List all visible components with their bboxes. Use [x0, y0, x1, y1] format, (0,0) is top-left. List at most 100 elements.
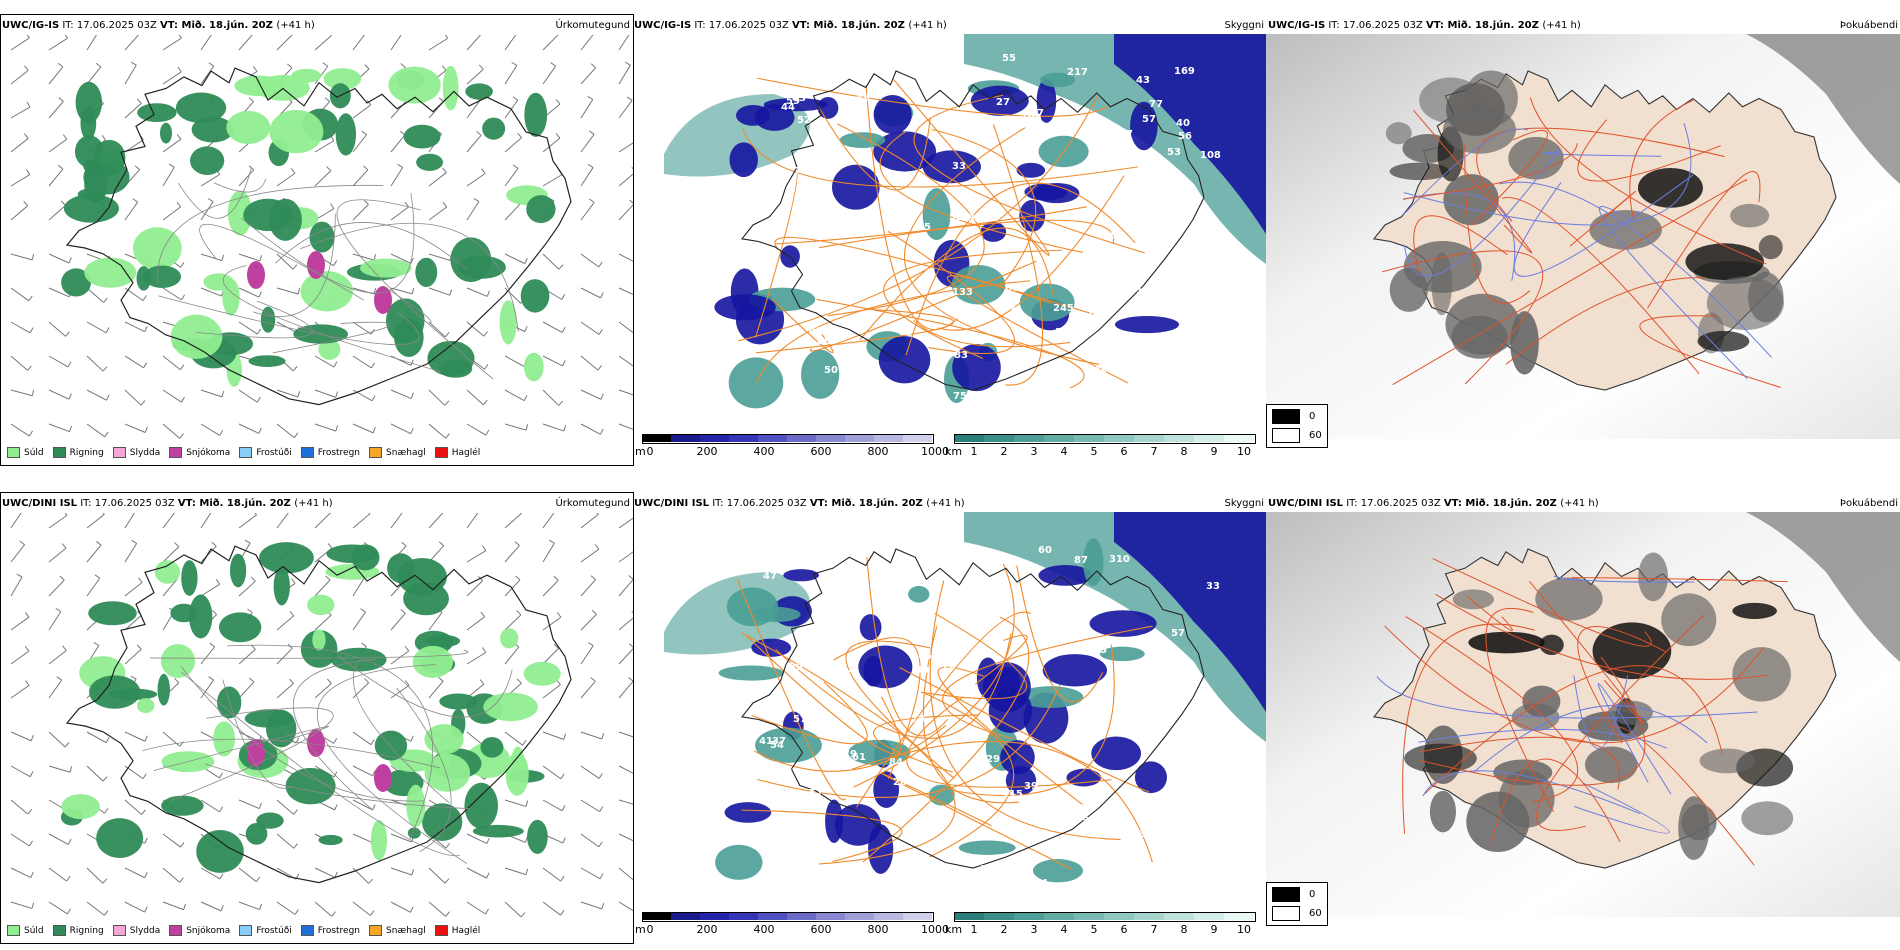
- precip-type-map: [1, 513, 633, 918]
- visibility-area: [982, 662, 1031, 713]
- legend-swatch: [300, 925, 314, 936]
- wind-barb: [542, 867, 565, 882]
- visibility-value-label: 55: [941, 649, 955, 660]
- road-line: [742, 128, 1138, 188]
- visibility-value-label: 47: [763, 571, 777, 582]
- colorbar-tick: 800: [867, 923, 889, 936]
- wind-barb: [48, 833, 72, 845]
- road-line: [204, 763, 471, 810]
- colorbar-frame: [642, 912, 934, 922]
- visibility-value-label: 57: [1171, 628, 1185, 639]
- precip-area: [218, 612, 262, 643]
- wind-barb: [314, 62, 329, 85]
- visibility-area: [839, 132, 886, 148]
- visibility-value-label: 43: [1136, 75, 1150, 86]
- wind-barb: [390, 609, 406, 631]
- wind-barb: [48, 62, 64, 85]
- precip-area: [403, 124, 441, 149]
- wind-barb: [276, 678, 294, 699]
- wind-barb: [580, 164, 594, 187]
- wind-barb: [10, 833, 33, 847]
- road-line: [396, 687, 452, 853]
- wind-barb: [428, 513, 444, 529]
- wind-barb: [124, 355, 148, 369]
- visibility-value-label: 31: [971, 614, 985, 625]
- road-line: [1405, 616, 1579, 803]
- visibility-value-label: 61: [852, 752, 866, 763]
- visibility-value-label: 60: [1038, 545, 1052, 556]
- road-line: [865, 85, 959, 331]
- wind-barb: [238, 253, 263, 262]
- legend-item: Snjókoma: [169, 447, 230, 458]
- visibility-value-label: 96: [1170, 834, 1184, 845]
- legend-label: Snjókoma: [186, 925, 231, 936]
- river-line: [1403, 148, 1561, 277]
- precip-area: [256, 812, 284, 829]
- precip-area: [318, 834, 343, 846]
- road-line: [180, 666, 425, 802]
- visibility-title: Skyggni: [1224, 498, 1264, 509]
- visibility-value-label: 68: [817, 336, 831, 347]
- wind-barb: [542, 799, 566, 812]
- road-line: [1529, 97, 1767, 265]
- model-name: UWC/IG-IS: [1268, 20, 1326, 31]
- precip-area: [326, 544, 378, 564]
- wind-barb: [10, 253, 35, 261]
- river-line: [1376, 676, 1758, 719]
- fog-area: [1685, 243, 1765, 281]
- wind-barb: [162, 134, 182, 153]
- fog-area: [1442, 106, 1516, 154]
- model-name: UWC/DINI ISL: [1268, 498, 1344, 509]
- low-visibility-area: [1114, 512, 1266, 712]
- wind-barb: [428, 389, 450, 406]
- visibility-value-label: 36: [1145, 737, 1159, 748]
- precip-area: [450, 237, 492, 283]
- wind-barb: [428, 677, 444, 699]
- legend-item: Frostúði: [239, 447, 292, 458]
- road-line: [222, 679, 292, 789]
- wind-barb: [10, 423, 33, 437]
- precip-area: [269, 109, 324, 154]
- legend-label: Snæhagl: [386, 447, 426, 458]
- precip-area: [526, 195, 556, 224]
- coastline: [740, 70, 1205, 391]
- wind-barb: [390, 201, 410, 221]
- legend-item: Frostúði: [239, 925, 292, 936]
- visibility-value-label: 70: [798, 216, 812, 227]
- wind-barb: [428, 287, 453, 296]
- wind-barb: [352, 253, 377, 261]
- fog-area: [1589, 209, 1662, 250]
- precip-area: [427, 340, 475, 377]
- precip-area: [482, 117, 506, 140]
- road-line: [893, 79, 1050, 256]
- wind-barb: [200, 35, 212, 51]
- visibility-area: [873, 771, 900, 808]
- wind-barb: [504, 799, 529, 807]
- visibility-value-label: 91: [1053, 230, 1067, 241]
- visibility-value-label: 54: [974, 213, 988, 224]
- fog-index-map: [1266, 34, 1900, 439]
- wind-barb: [504, 423, 529, 431]
- fog-area: [1535, 577, 1603, 621]
- colorbar-tick: 6: [1120, 445, 1128, 458]
- river-line: [1473, 704, 1708, 773]
- precip-area: [330, 647, 387, 672]
- colorbar-tick: 4: [1060, 445, 1068, 458]
- visibility-value-label: 33: [1206, 581, 1220, 592]
- visibility-area: [1016, 162, 1046, 178]
- wind-barb: [86, 389, 110, 401]
- wind-barb: [466, 168, 486, 187]
- road-line: [1432, 558, 1652, 647]
- wind-barb: [504, 901, 526, 918]
- wind-barb: [10, 65, 29, 85]
- wind-barb: [86, 574, 101, 597]
- precip-area: [464, 782, 498, 829]
- visibility-value-label: 60: [794, 843, 808, 854]
- wind-barb: [10, 765, 34, 778]
- fog-area: [1637, 167, 1703, 208]
- visibility-header: UWC/DINI ISL IT: 17.06.2025 03Z VT: Mið.…: [634, 498, 965, 509]
- fog-area: [1539, 634, 1564, 656]
- road-line: [913, 94, 1145, 254]
- wind-barb: [504, 513, 522, 529]
- wind-barb: [10, 867, 34, 879]
